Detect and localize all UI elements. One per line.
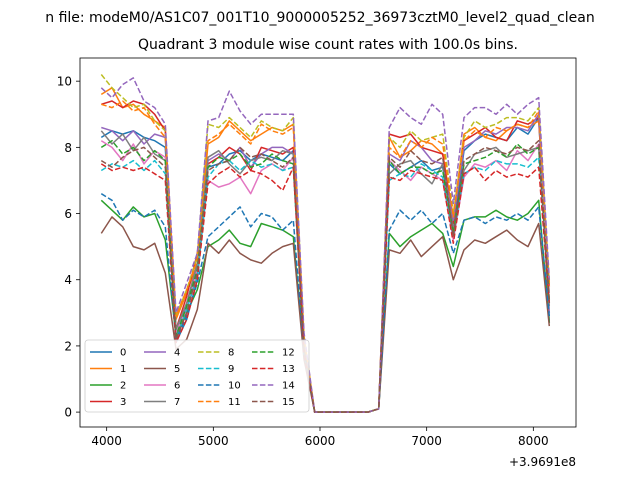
legend-label-8: 8: [228, 348, 234, 359]
x-tick-label: 5000: [198, 434, 229, 448]
plot-frame: [79, 57, 577, 428]
series-layer: [100, 74, 551, 413]
legend-label-15: 15: [282, 397, 295, 408]
y-tick-label: 2: [64, 339, 72, 353]
y-tick-label: 6: [64, 207, 72, 221]
legend-label-3: 3: [120, 397, 126, 408]
legend-label-5: 5: [174, 364, 180, 375]
x-tick-label: 4000: [91, 434, 122, 448]
legend-label-12: 12: [282, 348, 295, 359]
legend-label-6: 6: [174, 381, 180, 392]
x-offset-label: +3.9691e8: [509, 455, 576, 469]
legend-label-1: 1: [120, 364, 126, 375]
x-tick-label: 7000: [411, 434, 442, 448]
legend-label-9: 9: [228, 364, 234, 375]
legend-box: [84, 339, 310, 413]
x-tick-label: 8000: [518, 434, 549, 448]
legend-label-7: 7: [174, 397, 180, 408]
y-tick-label: 0: [64, 406, 72, 420]
chart-suptitle: n file: modeM0/AS1C07_001T10_9000005252_…: [45, 10, 594, 26]
chart-title: Quadrant 3 module wise count rates with …: [138, 37, 518, 53]
legend-label-11: 11: [228, 397, 241, 408]
legend-label-13: 13: [282, 364, 295, 375]
legend-label-10: 10: [228, 381, 241, 392]
legend-label-14: 14: [282, 381, 295, 392]
series-line-14: [100, 77, 551, 413]
y-tick-label: 8: [64, 141, 72, 155]
y-tick-label: 4: [64, 273, 72, 287]
legend-label-0: 0: [120, 348, 126, 359]
x-tick-label: 6000: [305, 434, 336, 448]
legend-label-2: 2: [120, 381, 126, 392]
y-tick-label: 10: [57, 75, 72, 89]
legend-label-4: 4: [174, 348, 180, 359]
series-line-15: [100, 139, 551, 413]
